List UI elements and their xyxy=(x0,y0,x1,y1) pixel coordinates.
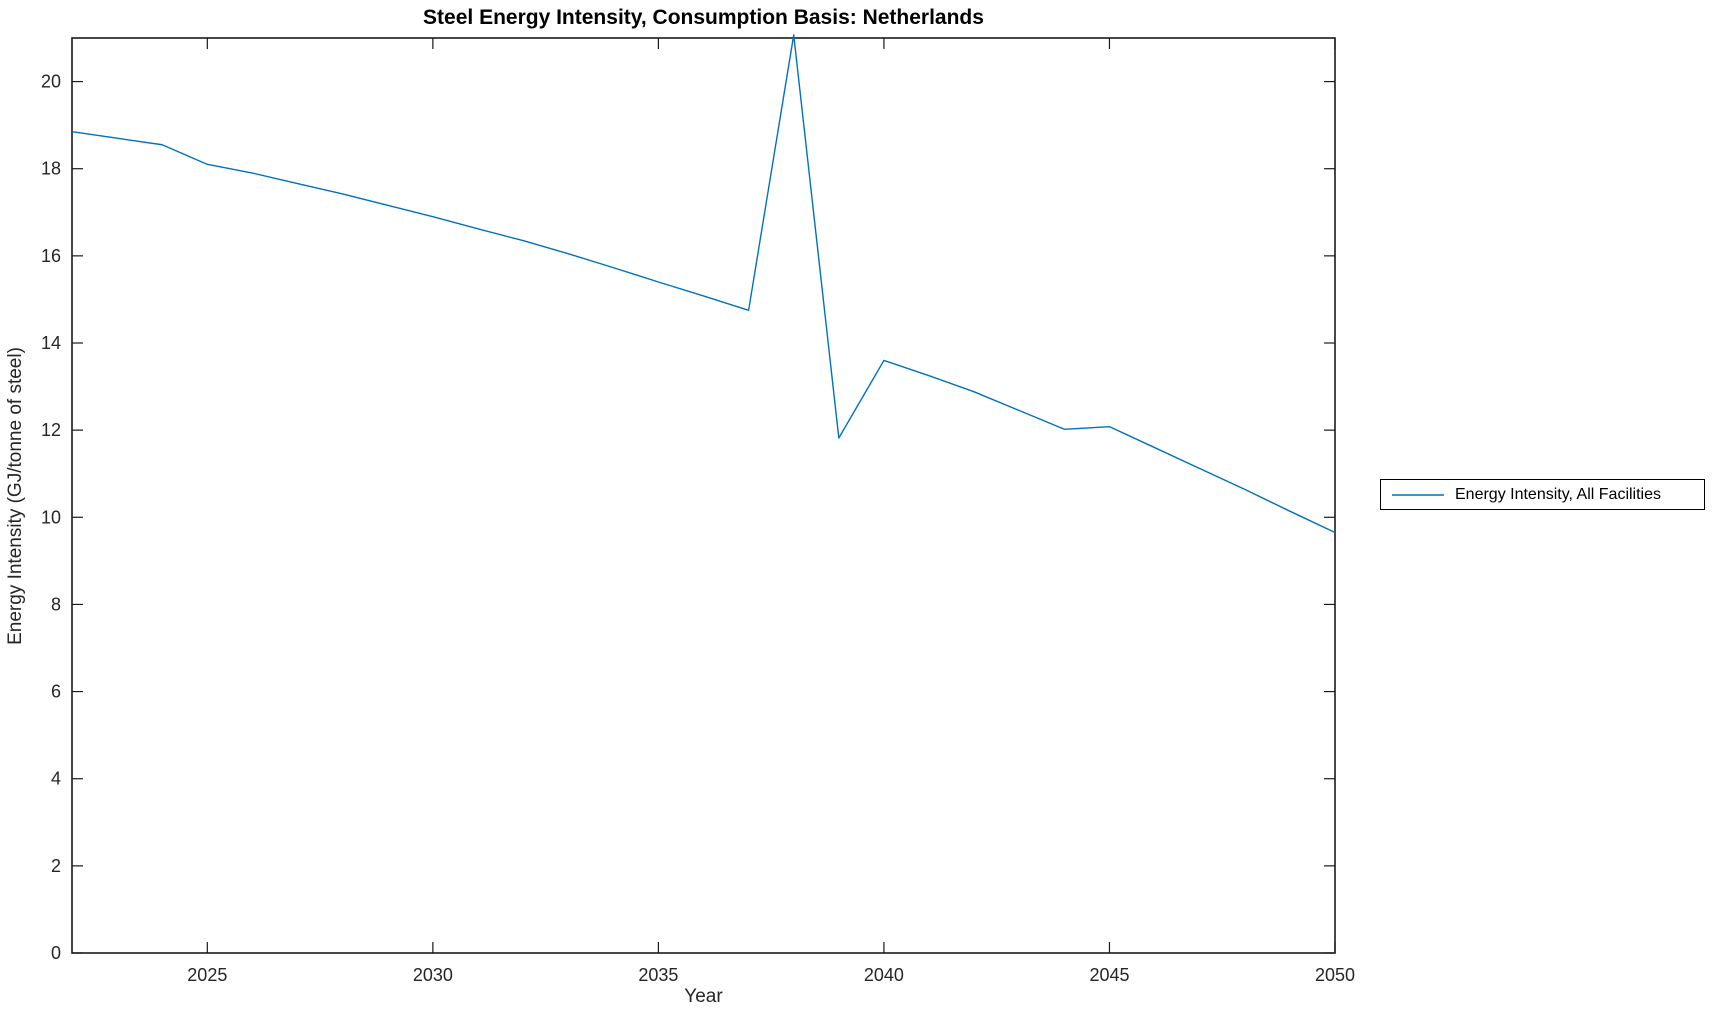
y-tick-label: 10 xyxy=(41,507,61,527)
chart-title: Steel Energy Intensity, Consumption Basi… xyxy=(423,6,984,29)
y-tick-label: 20 xyxy=(41,72,61,92)
legend-line-sample xyxy=(1392,493,1444,496)
y-tick-label: 14 xyxy=(41,333,61,353)
y-tick-label: 12 xyxy=(41,420,61,440)
x-tick-label: 2040 xyxy=(864,965,904,985)
y-tick-label: 16 xyxy=(41,246,61,266)
legend-label: Energy Intensity, All Facilities xyxy=(1455,485,1662,503)
x-tick-label: 2045 xyxy=(1089,965,1129,985)
axes-box xyxy=(71,37,1336,954)
x-tick-label: 2035 xyxy=(638,965,678,985)
x-tick-label: 2030 xyxy=(413,965,453,985)
legend: Energy Intensity, All Facilities xyxy=(1380,479,1705,510)
y-tick-label: 2 xyxy=(51,856,61,876)
x-tick-label: 2025 xyxy=(187,965,227,985)
y-tick-label: 4 xyxy=(51,769,61,789)
x-axis-label: Year xyxy=(684,986,723,1007)
y-tick-label: 0 xyxy=(51,943,61,963)
y-tick-label: 6 xyxy=(51,682,61,702)
y-tick-label: 8 xyxy=(51,594,61,614)
energy-intensity-line xyxy=(71,34,1336,534)
x-tick-label: 2050 xyxy=(1315,965,1355,985)
y-tick-label: 18 xyxy=(41,159,61,179)
